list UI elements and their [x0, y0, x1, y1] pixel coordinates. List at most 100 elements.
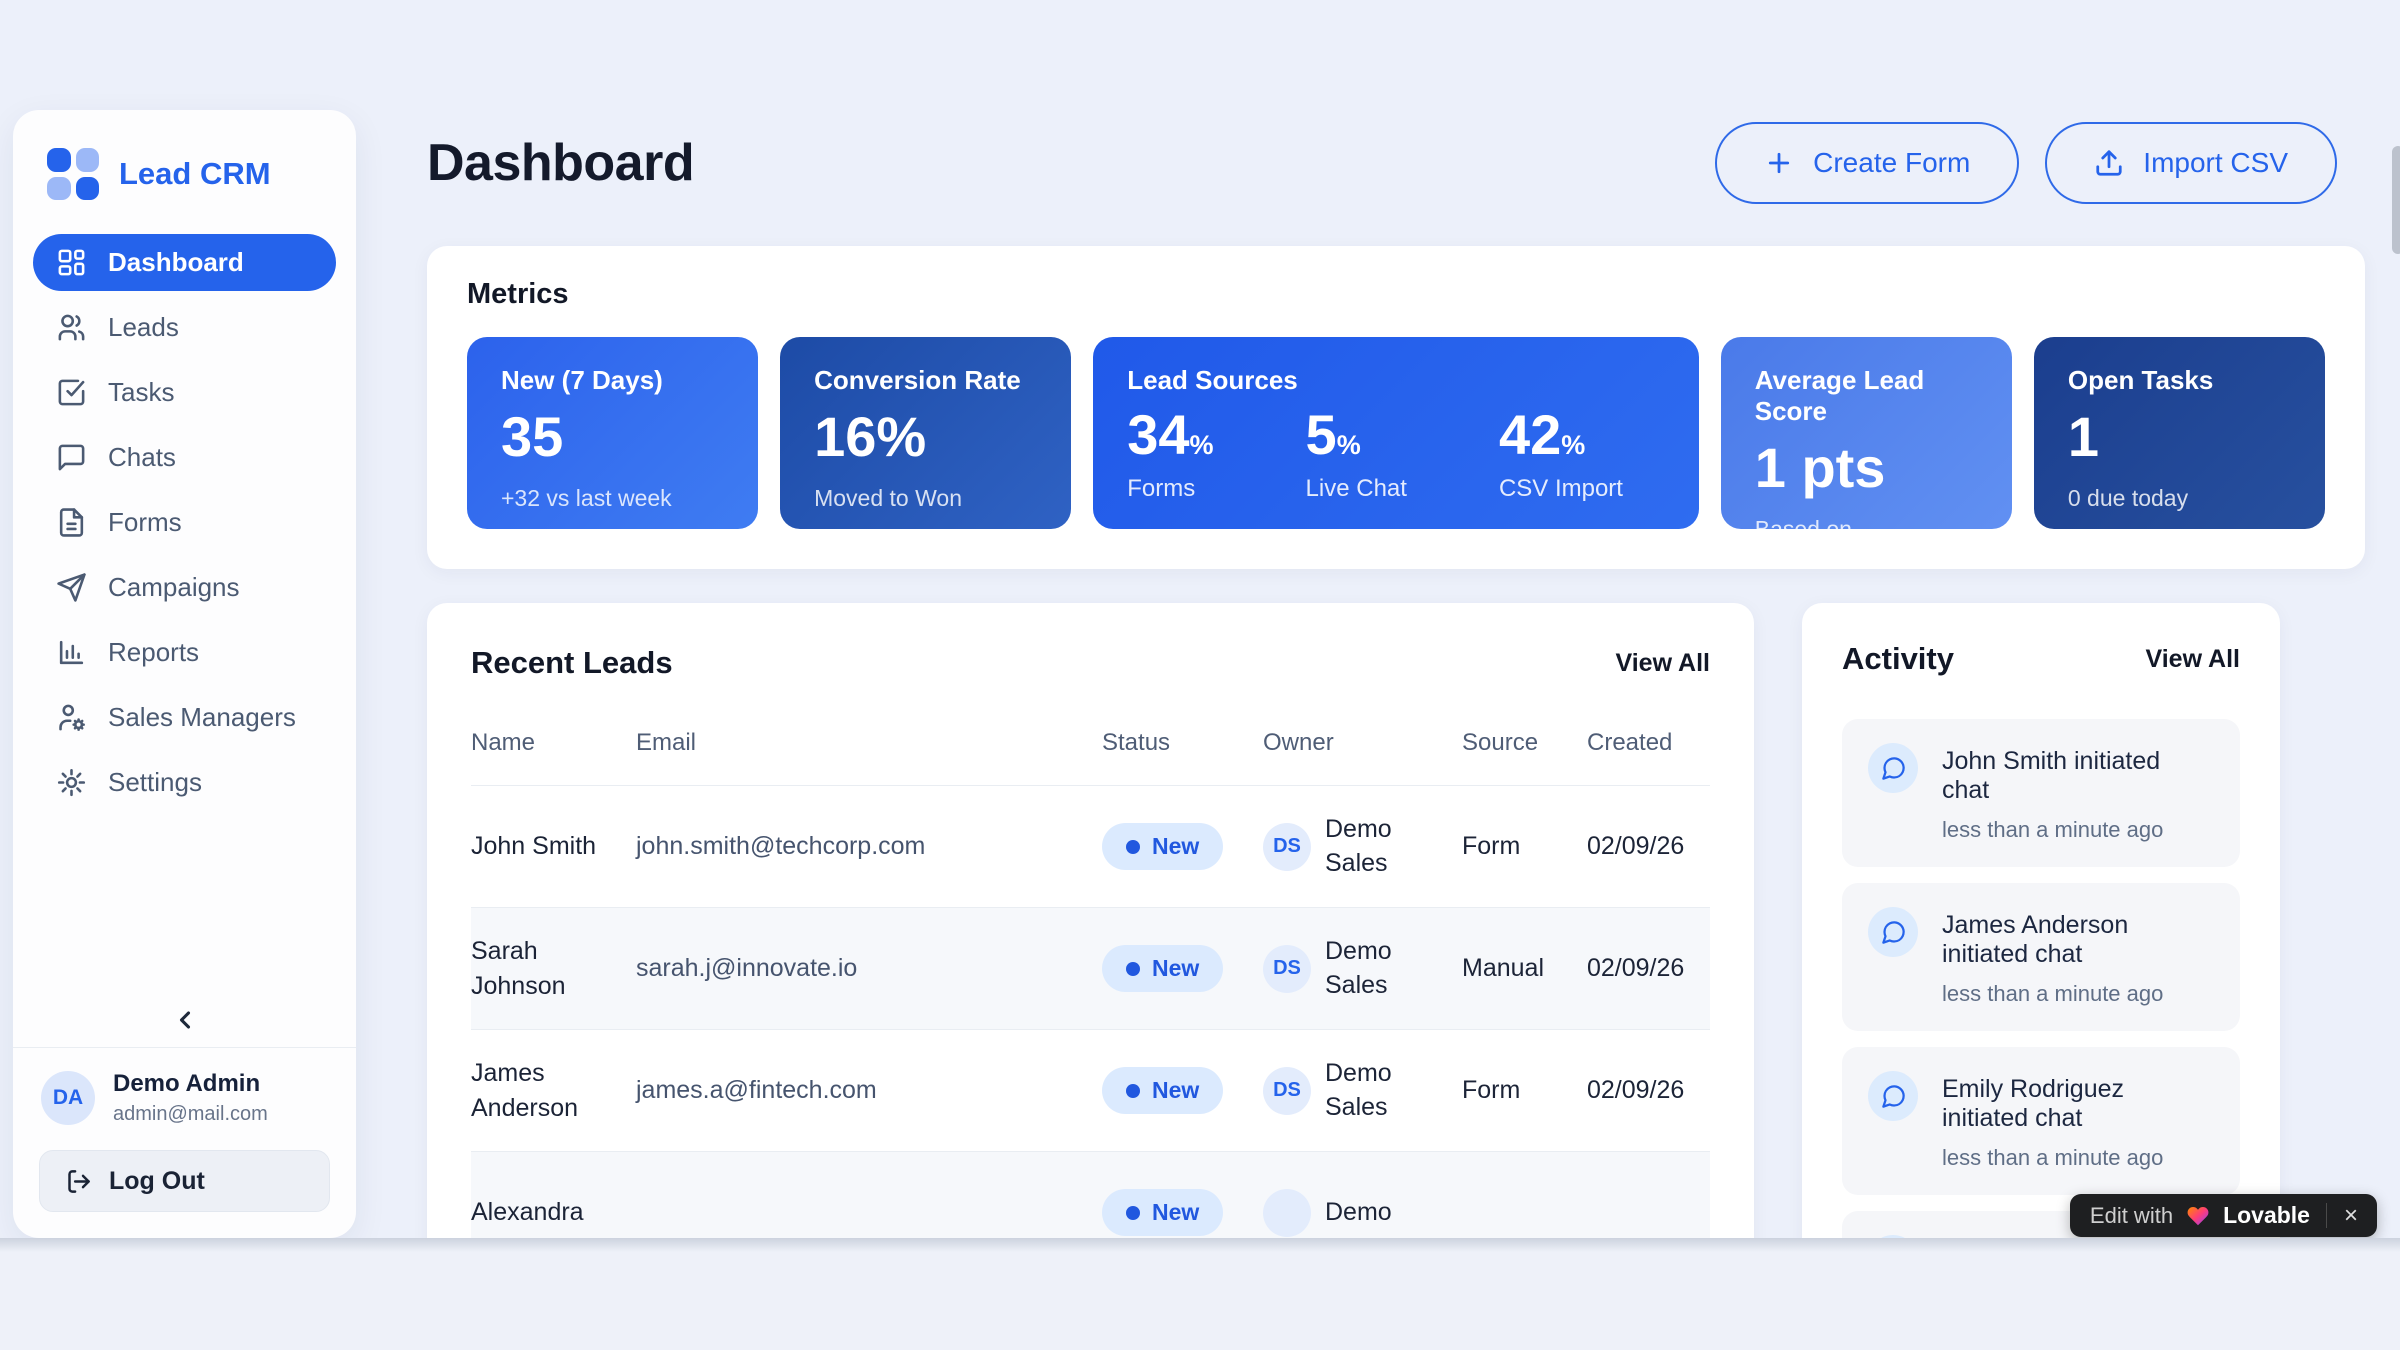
lead-created: 02/09/26	[1587, 1076, 1685, 1104]
stat-label: Forms	[1127, 474, 1196, 502]
status-badge: New	[1102, 1067, 1224, 1114]
sidebar-item-chats[interactable]: Chats	[33, 429, 336, 486]
lead-source: Manual	[1462, 954, 1544, 982]
metric-label: Lead Sources	[1127, 365, 1298, 395]
activity-time: less than a minute ago	[1942, 817, 2164, 842]
activity-item[interactable]: John Smith initiated chat less than a mi…	[1842, 719, 2240, 867]
leads-table: Name Email Status Owner Source Created J…	[471, 729, 1710, 1238]
status-label: New	[1152, 1199, 1200, 1225]
metric-label: Average Lead Score	[1754, 365, 1925, 426]
activity-time: less than a minute ago	[1942, 1145, 2164, 1170]
activity-text: John Smith initiated chat	[1942, 747, 2161, 804]
stat-value: 34	[1127, 403, 1190, 466]
lead-source: Form	[1462, 1076, 1521, 1104]
owner-name: Demo Sales	[1325, 814, 1392, 877]
activity-time: less than a minute ago	[1942, 981, 2164, 1006]
user-profile[interactable]: DA Demo Admin admin@mail.com	[13, 1048, 356, 1134]
owner-name: Demo Sales	[1325, 1058, 1392, 1121]
sidebar-item-label: Tasks	[108, 377, 175, 407]
lead-created: 02/09/26	[1587, 832, 1685, 860]
chat-bubble-icon	[56, 442, 87, 473]
metric-value: 35	[501, 405, 564, 468]
user-gear-icon	[56, 702, 87, 733]
logout-label: Log Out	[109, 1166, 205, 1195]
owner-name: Demo Sales	[1325, 936, 1392, 999]
lead-name: Alexandra	[471, 1198, 584, 1226]
stat-value: 42	[1498, 403, 1562, 466]
metric-sub: Based on engagement	[1754, 515, 1883, 569]
column-name: Name	[471, 729, 536, 756]
bar-chart-icon	[56, 637, 87, 668]
sidebar-item-campaigns[interactable]: Campaigns	[33, 559, 336, 616]
column-created: Created	[1587, 729, 1673, 756]
metric-sub: +32 vs last week	[501, 484, 672, 511]
sidebar-nav: Dashboard Leads Tasks Chats Forms Campai…	[13, 226, 356, 811]
stat-value: 5	[1305, 403, 1337, 466]
header-actions: Create Form Import CSV	[1715, 122, 2337, 204]
chat-circle-icon	[1868, 743, 1918, 793]
recent-leads-panel: Recent Leads View All Name Email Status …	[427, 603, 1754, 1238]
activity-list: John Smith initiated chat less than a mi…	[1842, 719, 2240, 1238]
metric-value: 16%	[814, 405, 927, 468]
sidebar-item-forms[interactable]: Forms	[33, 494, 336, 551]
metric-card-lead-sources: Lead Sources 34% Forms 5% Live Chat 42%	[1093, 337, 1699, 529]
status-badge: New	[1102, 1189, 1224, 1236]
status-dot-icon	[1126, 1083, 1140, 1098]
status-badge: New	[1102, 823, 1224, 870]
sidebar-item-settings[interactable]: Settings	[33, 754, 336, 811]
activity-text: Emily Rodriguez initiated chat	[1942, 1075, 2125, 1132]
sidebar-item-reports[interactable]: Reports	[33, 624, 336, 681]
sidebar-item-dashboard[interactable]: Dashboard	[33, 234, 336, 291]
activity-view-all-link[interactable]: View All	[2145, 644, 2240, 673]
document-icon	[56, 507, 87, 538]
recent-leads-view-all-link[interactable]: View All	[1615, 648, 1710, 677]
create-form-button[interactable]: Create Form	[1715, 122, 2020, 204]
lovable-brand: Lovable	[2223, 1202, 2310, 1228]
sidebar-item-label: Dashboard	[108, 247, 244, 277]
lead-name: Sarah Johnson	[471, 936, 566, 1000]
metric-value: 1	[2067, 405, 2100, 468]
avatar: DA	[41, 1071, 95, 1125]
sidebar: Lead CRM Dashboard Leads Tasks Chats For…	[13, 110, 356, 1238]
import-csv-label: Import CSV	[2143, 147, 2288, 178]
metric-label: Open Tasks	[2067, 365, 2214, 395]
table-row[interactable]: Sarah Johnson sarah.j@innovate.io New DS…	[471, 907, 1710, 1029]
sidebar-item-tasks[interactable]: Tasks	[33, 364, 336, 421]
table-row[interactable]: John Smith john.smith@techcorp.com New D…	[471, 785, 1710, 907]
activity-item[interactable]: James Anderson initiated chat less than …	[1842, 883, 2240, 1031]
metrics-panel: Metrics New (7 Days) 35 +32 vs last week…	[427, 246, 2365, 569]
app-title: Lead CRM	[119, 156, 271, 191]
users-icon	[56, 312, 87, 343]
stat-unit: %	[1561, 430, 1586, 460]
lead-email: james.a@fintech.com	[636, 1076, 877, 1104]
metric-card-new-7-days: New (7 Days) 35 +32 vs last week	[467, 337, 759, 529]
owner-cell: DS Demo Sales	[1263, 935, 1462, 1003]
sidebar-item-sales-managers[interactable]: Sales Managers	[33, 689, 336, 746]
sidebar-item-label: Settings	[108, 767, 202, 797]
metric-card-average-lead-score: Average Lead Score 1 pts Based on engage…	[1720, 337, 2012, 569]
lead-source: Form	[1462, 832, 1521, 860]
stat-label: CSV Import	[1498, 474, 1623, 502]
table-row[interactable]: Alexandra New Demo	[471, 1151, 1710, 1238]
check-square-icon	[56, 377, 87, 408]
edit-with-lovable-badge[interactable]: Edit with Lovable ×	[2069, 1194, 2377, 1237]
import-csv-button[interactable]: Import CSV	[2045, 122, 2337, 204]
sidebar-item-label: Chats	[108, 442, 176, 472]
chat-circle-icon	[1868, 907, 1918, 957]
close-icon[interactable]: ×	[2343, 1201, 2358, 1229]
sidebar-item-leads[interactable]: Leads	[33, 299, 336, 356]
leads-table-header: Name Email Status Owner Source Created	[471, 729, 1710, 785]
column-status: Status	[1102, 729, 1171, 756]
scrollbar-thumb[interactable]	[2392, 146, 2400, 254]
metric-sub: 0 due today	[2067, 484, 2189, 511]
sidebar-collapse-button[interactable]	[13, 993, 356, 1047]
logout-button[interactable]: Log Out	[39, 1150, 330, 1212]
chat-circle-icon	[1868, 1071, 1918, 1121]
status-dot-icon	[1126, 961, 1140, 976]
owner-cell: DS Demo Sales	[1263, 1057, 1462, 1125]
chat-circle-icon	[1868, 1235, 1918, 1238]
app-logo: Lead CRM	[13, 110, 356, 226]
owner-avatar: DS	[1263, 944, 1311, 993]
activity-item[interactable]: Emily Rodriguez initiated chat less than…	[1842, 1047, 2240, 1195]
table-row[interactable]: James Anderson james.a@fintech.com New D…	[471, 1029, 1710, 1151]
